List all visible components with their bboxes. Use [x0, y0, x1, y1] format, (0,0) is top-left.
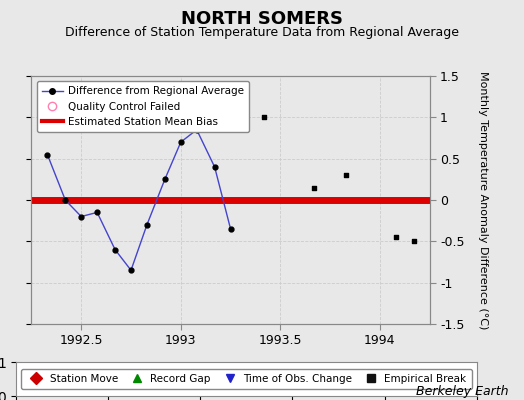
Text: Berkeley Earth: Berkeley Earth	[416, 385, 508, 398]
Legend: Station Move, Record Gap, Time of Obs. Change, Empirical Break: Station Move, Record Gap, Time of Obs. C…	[21, 369, 472, 389]
Text: NORTH SOMERS: NORTH SOMERS	[181, 10, 343, 28]
Y-axis label: Monthly Temperature Anomaly Difference (°C): Monthly Temperature Anomaly Difference (…	[478, 71, 488, 329]
Point	[310, 184, 319, 191]
Text: Difference of Station Temperature Data from Regional Average: Difference of Station Temperature Data f…	[65, 26, 459, 39]
Legend: Difference from Regional Average, Quality Control Failed, Estimated Station Mean: Difference from Regional Average, Qualit…	[37, 81, 249, 132]
Point	[391, 234, 400, 240]
Point	[260, 114, 269, 120]
Point	[410, 238, 418, 244]
Point	[342, 172, 350, 178]
